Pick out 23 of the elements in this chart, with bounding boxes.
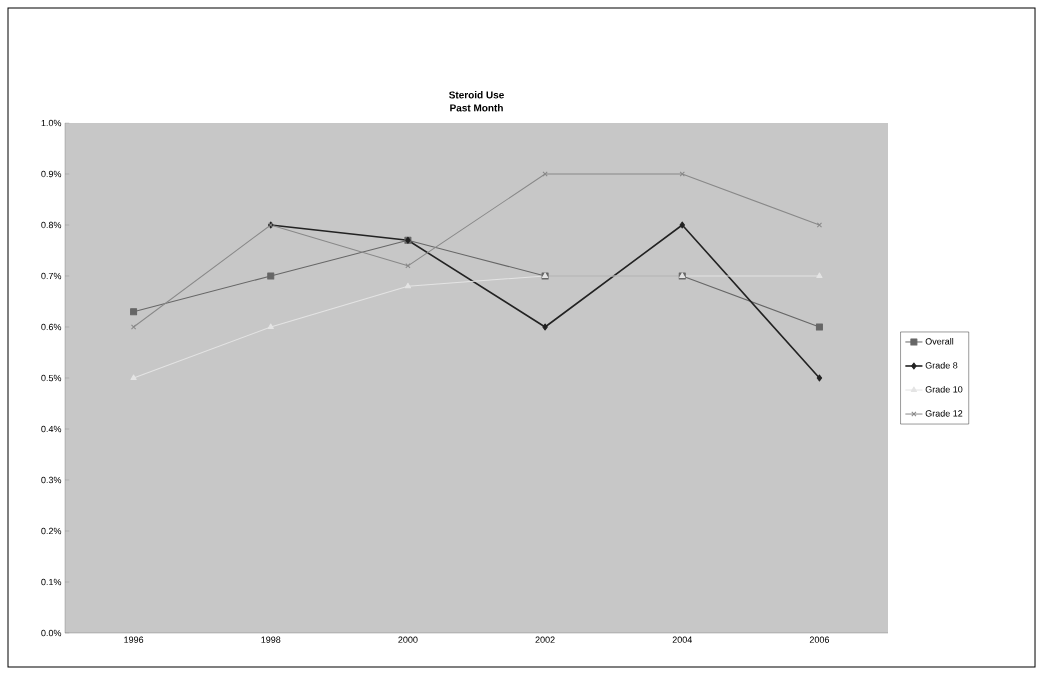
chart-title: Steroid Use xyxy=(449,91,504,99)
legend-label: Grade 12 xyxy=(925,410,963,417)
legend-label: Grade 10 xyxy=(925,386,963,393)
x-tick-label: 2002 xyxy=(535,636,555,643)
y-tick-label: 0.2% xyxy=(41,527,62,535)
y-tick-label: 0.5% xyxy=(41,374,62,382)
y-tick-label: 0.8% xyxy=(41,221,62,229)
legend-label: Overall xyxy=(925,337,954,345)
y-tick-label: 0.7% xyxy=(41,272,62,280)
x-tick-label: 1996 xyxy=(124,636,144,643)
x-tick-label: 2004 xyxy=(672,636,692,643)
y-tick-label: 0.1% xyxy=(41,578,62,586)
x-tick-label: 2000 xyxy=(398,636,418,643)
legend-label: Grade 8 xyxy=(925,361,958,369)
y-tick-label: 0.0% xyxy=(41,629,62,637)
y-tick-label: 0.6% xyxy=(41,323,62,331)
chart-subtitle: Past Month xyxy=(450,104,503,112)
x-tick-label: 1998 xyxy=(261,636,281,643)
y-tick-label: 0.9% xyxy=(41,170,62,178)
y-tick-label: 0.4% xyxy=(41,425,62,433)
y-tick-label: 1.0% xyxy=(41,119,62,127)
y-tick-label: 0.3% xyxy=(41,476,62,484)
x-tick-label: 2006 xyxy=(809,636,830,643)
